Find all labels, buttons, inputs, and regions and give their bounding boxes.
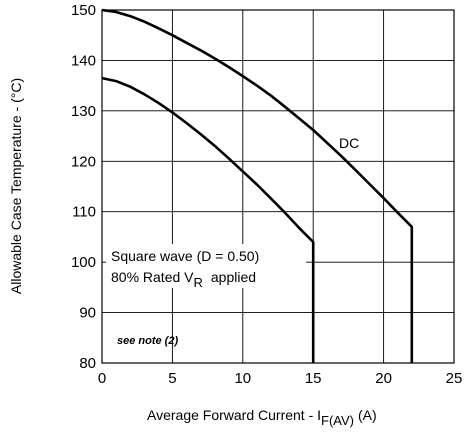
x-axis-label: Average Forward Current - IF(AV) (A) (147, 407, 377, 428)
y-tick-label: 80 (79, 355, 96, 372)
rated-voltage-sub: R (194, 275, 203, 290)
x-tick-label: 25 (446, 370, 463, 387)
rated-voltage-main: 80% Rated V (111, 269, 194, 285)
series-line-square-wave (101, 76, 315, 363)
x-tick-label: 0 (98, 370, 106, 387)
x-axis-label-main: Average Forward Current - I (147, 407, 321, 423)
square-wave-label: Square wave (D = 0.50) (111, 248, 259, 264)
y-axis-label: Allowable Case Temperature - (°C) (8, 78, 24, 294)
y-tick-label: 100 (71, 254, 96, 271)
y-tick-label: 120 (71, 153, 96, 170)
grid (102, 10, 454, 363)
x-tick-labels: 0 5 10 15 20 25 (98, 370, 463, 387)
y-tick-labels: 80 90 100 110 120 130 140 150 (71, 2, 96, 372)
annotation-box (106, 244, 306, 288)
x-tick-label: 5 (168, 370, 176, 387)
see-note-label: see note (2) (117, 335, 178, 347)
y-tick-label: 110 (72, 204, 96, 221)
x-axis-label-sub: F(AV) (321, 413, 354, 428)
series-line-dc (101, 8, 414, 363)
y-tick-label: 90 (79, 305, 96, 322)
rated-voltage-label: 80% Rated VR applied (111, 269, 256, 290)
y-tick-label: 130 (71, 103, 96, 120)
rated-voltage-tail: applied (211, 269, 256, 285)
y-tick-label: 140 (71, 52, 96, 69)
dc-label: DC (339, 135, 359, 151)
x-tick-label: 15 (305, 370, 322, 387)
x-tick-label: 10 (234, 370, 251, 387)
x-tick-label: 20 (375, 370, 392, 387)
x-axis-label-unit: (A) (358, 407, 377, 423)
y-tick-label: 150 (71, 2, 96, 19)
plot-frame (101, 9, 455, 364)
series-lines (101, 8, 414, 363)
